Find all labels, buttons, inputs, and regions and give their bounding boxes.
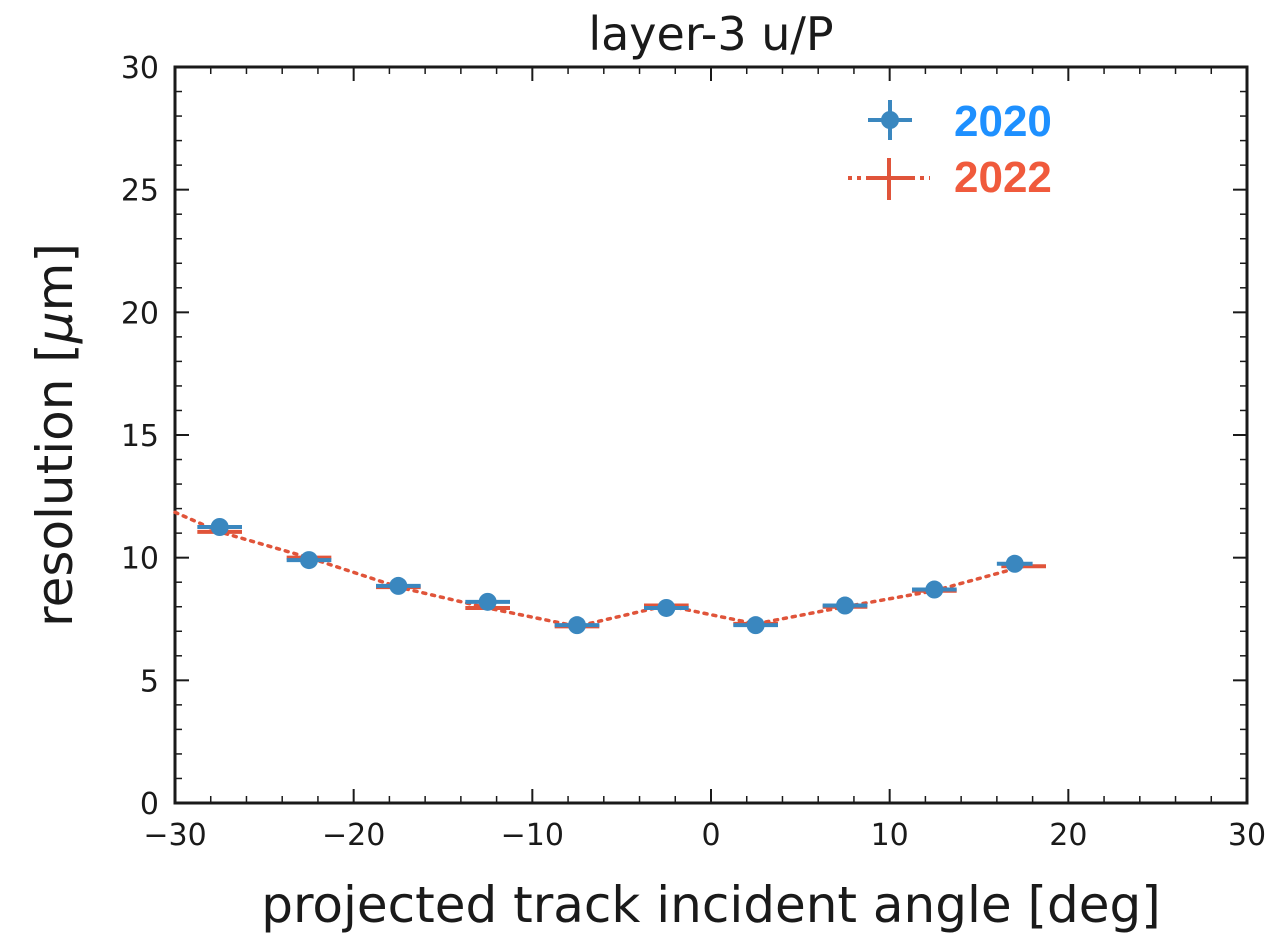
x-tick-label: 10: [871, 818, 909, 853]
series-2022-line: [173, 510, 1026, 629]
chart-title: layer-3 u/P: [588, 7, 833, 61]
axis-ticks: −30 −20 −10 0 10 20 30 0 5 10 15 20 25 30: [121, 51, 1266, 853]
x-tick-label: −20: [322, 818, 385, 853]
y-tick-label: 10: [121, 542, 159, 577]
series-2020-point: [389, 576, 408, 595]
y-axis-title: resolution [μm]: [26, 243, 84, 627]
legend-label-2020: 2020: [954, 97, 1052, 146]
series-2022: [173, 510, 1046, 629]
y-tick-label: 15: [121, 419, 159, 454]
series-2020: [197, 518, 1033, 635]
series-2020-point: [836, 596, 854, 615]
plot-area: −30 −20 −10 0 10 20 30 0 5 10 15 20 25 30: [121, 51, 1266, 853]
x-tick-label: 30: [1228, 818, 1266, 853]
series-2020-point: [925, 580, 944, 599]
y-axis-title-suffix: m]: [26, 243, 84, 311]
y-axis-title-prefix: resolution [: [26, 343, 84, 627]
x-tick-label: −30: [143, 818, 206, 853]
series-2020-point: [657, 598, 676, 617]
series-2020-point: [210, 518, 229, 536]
series-2020-point: [300, 551, 318, 570]
y-tick-label: 30: [121, 51, 159, 86]
legend: 2020 2022: [848, 97, 1052, 202]
plot-frame: [173, 65, 1249, 805]
series-2020-point: [746, 616, 765, 635]
x-tick-label: 0: [701, 818, 720, 853]
series-2020-point: [478, 592, 497, 611]
y-axis-title-mu: μ: [26, 311, 84, 344]
legend-marker-2020: [868, 100, 912, 140]
x-tick-label: 20: [1049, 818, 1087, 853]
legend-label-2022: 2022: [954, 153, 1052, 202]
y-tick-label: 25: [121, 174, 159, 209]
y-tick-label: 5: [140, 664, 159, 699]
x-axis-title: projected track incident angle [deg]: [261, 876, 1161, 934]
legend-marker-2022: [848, 158, 930, 200]
series-2020-point: [568, 616, 586, 635]
series-2020-point: [1005, 554, 1024, 573]
x-tick-label: −10: [501, 818, 564, 853]
y-tick-label: 0: [140, 787, 159, 822]
y-tick-label: 20: [121, 296, 159, 331]
